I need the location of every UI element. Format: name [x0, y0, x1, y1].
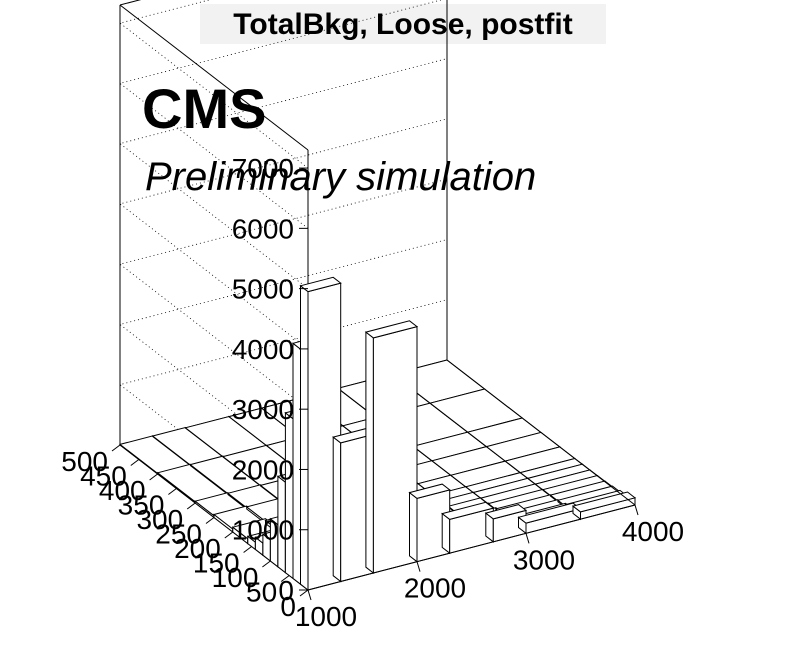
- y-tick-10: [111, 444, 121, 452]
- y-tick-label-3: 150: [193, 548, 240, 579]
- y-tick-6: [186, 502, 196, 510]
- preliminary-label: Preliminary simulation: [145, 155, 536, 199]
- z-tick-label-4: 4000: [232, 334, 294, 365]
- y-tick-label-10: 500: [61, 446, 108, 477]
- y-tick-2: [262, 560, 271, 568]
- bar-face-left: [284, 411, 294, 580]
- z-tick-label-0: 0: [278, 575, 294, 606]
- bar-5-0: [484, 504, 528, 543]
- title-box: [200, 4, 606, 44]
- y-tick-4: [224, 531, 234, 539]
- x-tick-2: [525, 533, 530, 544]
- bar-face-top: [408, 483, 451, 499]
- bar-face-top: [364, 320, 419, 339]
- x-tick-label-1: 2000: [404, 573, 466, 604]
- y-tick-1: [280, 575, 290, 582]
- y-tick-8: [149, 473, 158, 481]
- y-tick-label-4: 200: [174, 533, 221, 564]
- bar-face-left: [300, 284, 309, 592]
- cms-label: CMS: [142, 77, 266, 140]
- floor-front-edge: [307, 504, 636, 591]
- bar-face-left: [409, 491, 418, 563]
- y-tick-3: [243, 546, 252, 553]
- z-tick-label-1: 1000: [232, 515, 294, 546]
- top-left-edge: [119, 4, 309, 151]
- y-tick-label-5: 250: [155, 519, 202, 550]
- ticks-layer: 0100020003000400050006000700010002000300…: [61, 153, 684, 632]
- bar-face-left: [365, 331, 374, 575]
- x-tick-label-0: 1000: [295, 601, 357, 632]
- x-tick-0: [307, 589, 312, 601]
- y-tick-label-6: 300: [136, 504, 183, 535]
- z-tick-label-7: 7000: [232, 153, 294, 184]
- y-tick-5: [205, 517, 215, 524]
- y-tick-label-8: 400: [99, 475, 146, 506]
- bar-face-top: [484, 504, 528, 520]
- x-tick-label-2: 3000: [513, 544, 575, 575]
- y-tick-label-9: 450: [80, 461, 127, 492]
- bar-1-0: [332, 428, 375, 583]
- x-tick-1: [416, 561, 421, 572]
- bar-2-0: [364, 320, 419, 575]
- bars-layer: [118, 276, 637, 592]
- chart-title: TotalBkg, Loose, postfit: [233, 8, 572, 41]
- x-tick-label-3: 4000: [622, 516, 684, 547]
- bar-face-left: [292, 342, 301, 586]
- y-tick-7: [168, 488, 177, 495]
- y-tick-0: [299, 589, 309, 597]
- floor-right-edge: [446, 359, 636, 506]
- z-tick-label-2: 2000: [232, 454, 294, 485]
- bar-face-left: [332, 436, 342, 583]
- bar-face-top: [571, 491, 637, 513]
- y-tick-label-1: 50: [246, 577, 277, 608]
- z-tick-label-6: 6000: [232, 213, 294, 244]
- bar-0-0: [299, 276, 342, 592]
- bar-3-0: [408, 483, 451, 563]
- bar-face-top: [299, 276, 342, 293]
- bar-face-left: [441, 512, 451, 555]
- frame-front: [307, 359, 636, 591]
- x-tick-3: [634, 504, 639, 516]
- z-tick-label-5: 5000: [232, 274, 294, 305]
- y-tick-9: [130, 459, 140, 466]
- y-tick-label-0: 0: [280, 591, 296, 622]
- bar-face-top: [441, 501, 495, 520]
- bar-face-top: [517, 502, 582, 524]
- z-tick-label-3: 3000: [232, 394, 294, 425]
- y-tick-label-2: 100: [212, 562, 259, 593]
- y-tick-label-7: 350: [118, 490, 165, 521]
